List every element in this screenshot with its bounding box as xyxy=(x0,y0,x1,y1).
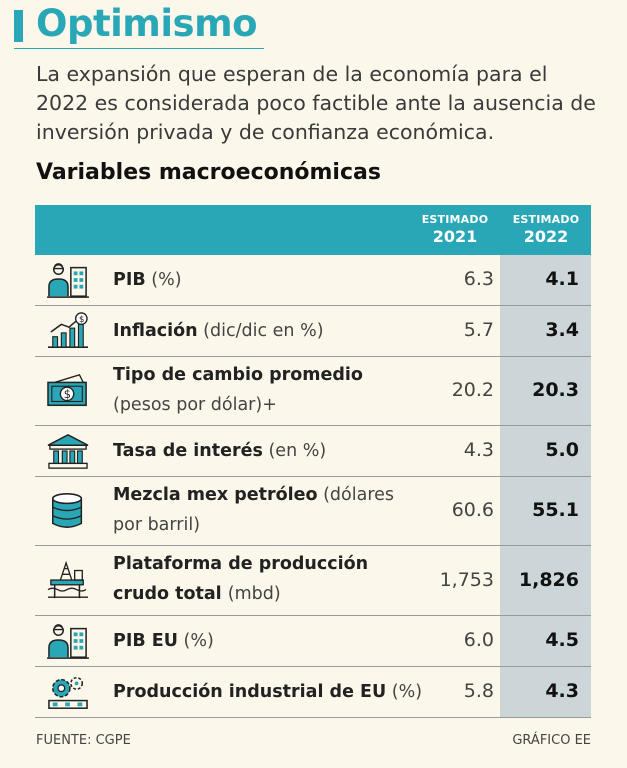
value-2022: 3.4 xyxy=(545,319,579,341)
header-year: 2021 xyxy=(432,227,478,246)
value-2021: 60.6 xyxy=(451,499,494,521)
value-2021: 5.8 xyxy=(463,680,494,702)
row-name: PIB EU xyxy=(113,631,178,651)
header-label: ESTIMADO xyxy=(421,213,489,226)
row-name: Producción industrial de EU xyxy=(113,682,387,702)
page-title: Optimismo xyxy=(36,2,258,45)
row-label: Mezcla mex petróleo (dólares por barril) xyxy=(113,480,394,540)
worker-building-icon xyxy=(47,263,89,298)
header-label: ESTIMADO xyxy=(512,213,580,226)
highlight-column-cell xyxy=(500,357,591,425)
table-row: Producción industrial de EU (%) 5.8 4.3 xyxy=(35,667,591,718)
value-2022: 1,826 xyxy=(518,568,579,591)
row-name: Tasa de interés xyxy=(113,441,263,461)
svg-text:$: $ xyxy=(64,387,71,401)
row-unit: (en %) xyxy=(262,441,327,461)
header-year: 2022 xyxy=(523,227,569,246)
row-label: PIB EU (%) xyxy=(113,626,214,656)
row-unit: (dic/dic en %) xyxy=(197,321,324,341)
value-2021: 6.3 xyxy=(463,268,494,290)
bank-icon xyxy=(47,433,89,469)
row-name: PIB xyxy=(113,270,146,290)
macro-table: ESTIMADO 2021 ESTIMADO 2022 PIB (%) 6.3 4.… xyxy=(35,205,591,718)
row-name: Mezcla mex petróleo xyxy=(113,485,318,505)
row-label: Plataforma de producción crudo total (mbd… xyxy=(113,549,368,609)
value-2021: 6.0 xyxy=(463,629,494,651)
value-2022: 5.0 xyxy=(545,439,579,461)
intro-text: La expansión que esperan de la economía … xyxy=(36,62,596,144)
row-label: Tipo de cambio promedio (pesos por dólar)… xyxy=(113,360,363,420)
inflation-chart-icon: $ xyxy=(47,312,88,348)
value-2021: 20.2 xyxy=(451,379,494,401)
row-name: Inflación xyxy=(113,321,198,341)
highlight-column-cell xyxy=(500,306,591,356)
value-2022: 20.3 xyxy=(532,379,579,401)
table-row: $ Inflación (dic/dic en %) 5.7 3.4 xyxy=(35,306,591,357)
header-col-2022: ESTIMADO 2022 xyxy=(501,213,591,246)
value-2022: 4.1 xyxy=(545,268,579,290)
table-header: ESTIMADO 2021 ESTIMADO 2022 xyxy=(35,205,591,255)
highlight-column-cell xyxy=(500,426,591,476)
row-name: Tipo de cambio promedio xyxy=(113,365,363,385)
table-row: Tasa de interés (en %) 4.3 5.0 xyxy=(35,426,591,477)
row-label: Inflación (dic/dic en %) xyxy=(113,316,324,346)
value-2022: 55.1 xyxy=(532,499,579,521)
highlight-column-cell xyxy=(500,255,591,305)
dollar-bill-icon: $ xyxy=(47,374,87,407)
row-label: Producción industrial de EU (%) xyxy=(113,677,422,707)
highlight-column-cell xyxy=(500,546,591,615)
oil-platform-icon xyxy=(47,560,88,598)
row-unit-line2: por barril) xyxy=(113,515,201,535)
worker-building-icon xyxy=(47,624,89,659)
header-col-2021: ESTIMADO 2021 xyxy=(410,213,500,246)
value-2021: 1,753 xyxy=(439,568,494,591)
table-subtitle: Variables macroeconómicas xyxy=(36,160,381,185)
table-row: $ Tipo de cambio promedio (pesos por dóla… xyxy=(35,357,591,426)
value-2022: 4.3 xyxy=(545,680,579,702)
row-name: Plataforma de producción xyxy=(113,554,369,574)
table-row: PIB EU (%) 6.0 4.5 xyxy=(35,616,591,667)
row-label: Tasa de interés (en %) xyxy=(113,436,326,466)
source-note: FUENTE: CGPE xyxy=(36,733,131,748)
value-2021: 5.7 xyxy=(463,319,494,341)
table-body: PIB (%) 6.3 4.1 $ Inflación (dic/dic en %) 5… xyxy=(35,255,591,718)
table-row: Plataforma de producción crudo total (mbd… xyxy=(35,546,591,616)
highlight-column-cell xyxy=(500,477,591,545)
title-block: Optimismo xyxy=(14,2,264,49)
value-2021: 4.3 xyxy=(463,439,494,461)
title-accent-bar xyxy=(14,10,23,42)
row-unit: (%) xyxy=(386,682,423,702)
row-unit: (%) xyxy=(145,270,182,290)
row-name-line2: crudo total xyxy=(113,584,228,604)
highlight-column-cell xyxy=(500,616,591,666)
credit-note: GRÁFICO EE xyxy=(512,733,591,748)
row-unit: (%) xyxy=(177,631,214,651)
table-row: PIB (%) 6.3 4.1 xyxy=(35,255,591,306)
table-row: Mezcla mex petróleo (dólares por barril) 6… xyxy=(35,477,591,546)
highlight-column-cell xyxy=(500,667,591,717)
svg-text:$: $ xyxy=(79,315,84,325)
row-unit-line2: (pesos por dólar)+ xyxy=(113,395,277,415)
oil-barrel-icon xyxy=(51,493,83,528)
gears-factory-icon xyxy=(48,676,88,709)
row-label: PIB (%) xyxy=(113,265,182,295)
value-2022: 4.5 xyxy=(545,629,579,651)
row-unit: (dólares xyxy=(317,485,395,505)
row-unit-line2: (mbd) xyxy=(227,584,281,604)
